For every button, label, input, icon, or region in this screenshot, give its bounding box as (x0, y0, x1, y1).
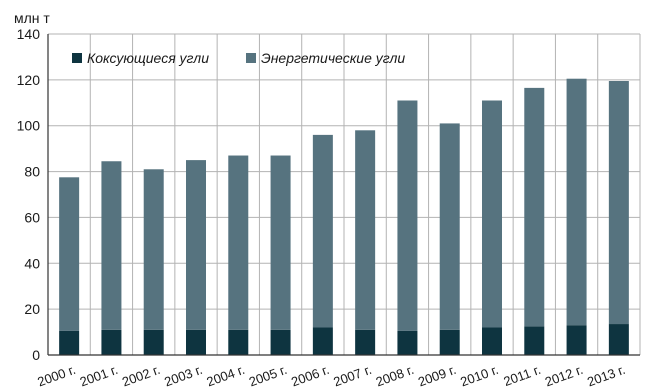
bar-segment-energy (608, 81, 629, 325)
x-tick-label: 2005 г. (247, 362, 289, 390)
legend-swatch-coking (72, 53, 82, 63)
bar-segment-energy (566, 78, 587, 326)
y-tick-label: 40 (24, 255, 40, 271)
x-tick-label: 2007 г. (331, 362, 373, 390)
bar-segment-energy (270, 155, 291, 330)
legend-swatch-energy (246, 53, 256, 63)
bar-segment-energy (59, 177, 80, 331)
y-tick-label: 140 (17, 26, 41, 42)
y-tick-label: 0 (32, 347, 40, 363)
x-tick-label: 2013 г. (585, 362, 627, 390)
x-tick-label: 2003 г. (162, 362, 204, 390)
y-tick-label: 120 (17, 72, 41, 88)
y-tick-label: 20 (24, 301, 40, 317)
legend: Коксующиеся угли Энергетические угли (72, 50, 405, 66)
bar-segment-coking (312, 327, 333, 355)
x-tick-label: 2009 г. (416, 362, 458, 390)
bar-segment-coking (439, 329, 460, 355)
bar-segment-coking (397, 330, 418, 355)
bar-segment-coking (59, 330, 80, 355)
x-tick-label: 2012 г. (543, 362, 585, 390)
bar-segment-energy (186, 160, 206, 330)
bar-segment-coking (270, 329, 291, 355)
bar-segment-energy (524, 87, 545, 327)
bar-segment-coking (186, 329, 206, 355)
bar-segment-energy (439, 123, 460, 330)
x-tick-label: 2011 г. (501, 362, 542, 389)
bars (59, 78, 629, 355)
x-tick-label: 2006 г. (289, 362, 331, 390)
bar-segment-energy (228, 155, 249, 330)
bar-segment-coking (101, 329, 122, 355)
y-tick-label: 80 (24, 164, 40, 180)
y-axis-unit-label: млн т (14, 10, 50, 26)
x-tick-label: 2004 г. (205, 362, 247, 390)
bar-segment-energy (397, 100, 418, 331)
x-tick-label: 2002 г. (120, 362, 162, 390)
bar-segment-energy (312, 134, 333, 328)
legend-label-energy: Энергетические угли (261, 50, 405, 66)
x-tick-label: 2008 г. (374, 362, 416, 390)
legend-label-coking: Коксующиеся угли (87, 50, 209, 66)
y-tick-label: 60 (24, 209, 40, 225)
bar-segment-coking (228, 329, 249, 355)
bar-segment-energy (482, 100, 502, 328)
bar-segment-coking (566, 325, 587, 355)
x-tick-label: 2000 г. (35, 362, 77, 390)
bar-segment-coking (608, 324, 629, 355)
bar-segment-coking (355, 329, 376, 355)
bar-segment-energy (143, 169, 164, 330)
bar-segment-coking (143, 329, 164, 355)
gridlines (48, 33, 641, 355)
bar-segment-energy (101, 161, 122, 330)
x-tick-label: 2010 г. (458, 362, 500, 390)
bar-segment-coking (524, 326, 545, 355)
y-tick-label: 100 (17, 118, 41, 134)
bar-segment-energy (355, 130, 376, 330)
x-tick-label: 2001 г. (78, 362, 120, 390)
bar-segment-coking (482, 327, 502, 355)
